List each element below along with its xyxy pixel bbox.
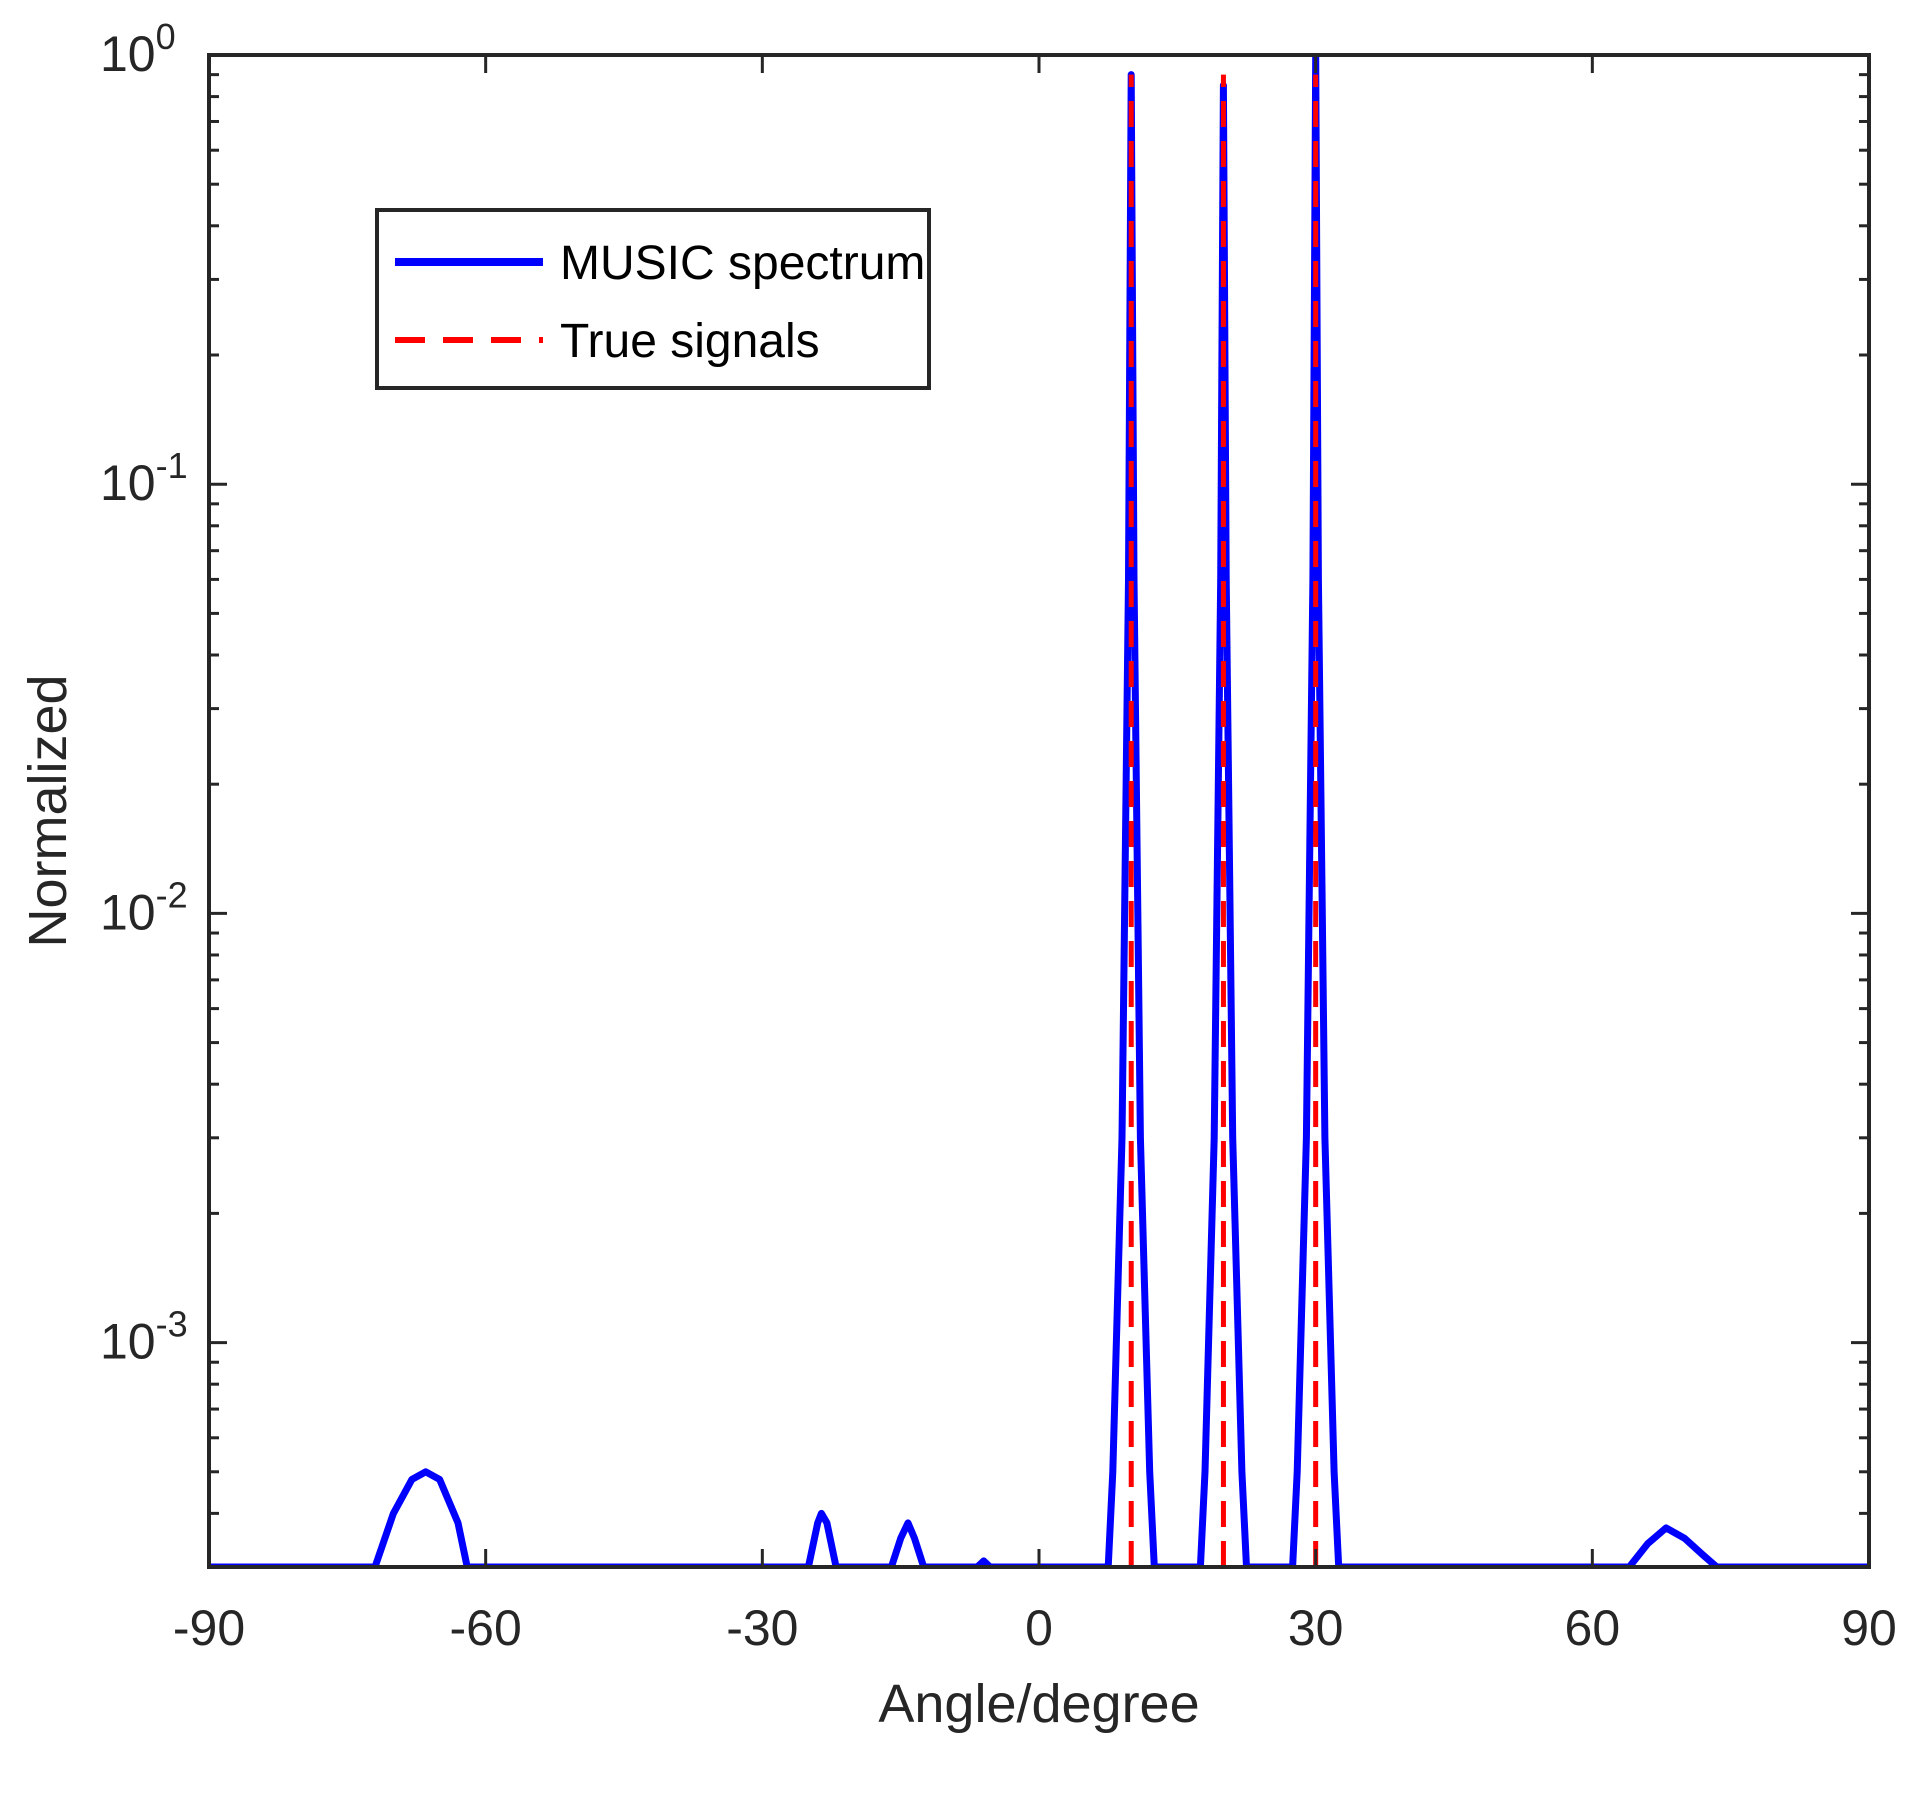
music-spectrum-line [209, 55, 1869, 1567]
x-tick-label: -30 [726, 1600, 798, 1656]
x-tick-label: -90 [173, 1600, 245, 1656]
x-tick-label: -60 [450, 1600, 522, 1656]
series-group [209, 55, 1869, 1567]
x-tick-label: 60 [1565, 1600, 1621, 1656]
x-tick-label: 90 [1841, 1600, 1897, 1656]
y-axis-title: Normalized [18, 674, 78, 947]
y-tick-label: 100 [100, 16, 176, 82]
x-tick-label: 0 [1025, 1600, 1053, 1656]
y-tick-label: 10-1 [100, 445, 188, 511]
legend-label: MUSIC spectrum [560, 237, 925, 290]
y-tick-label: 10-2 [100, 874, 188, 940]
legend-label: True signals [560, 315, 820, 368]
legend-box [375, 208, 931, 390]
legend: MUSIC spectrum True signals [375, 208, 931, 390]
y-tick-label: 10-3 [100, 1304, 188, 1370]
x-tick-label: 30 [1288, 1600, 1344, 1656]
x-axis-title: Angle/degree [878, 1674, 1199, 1734]
